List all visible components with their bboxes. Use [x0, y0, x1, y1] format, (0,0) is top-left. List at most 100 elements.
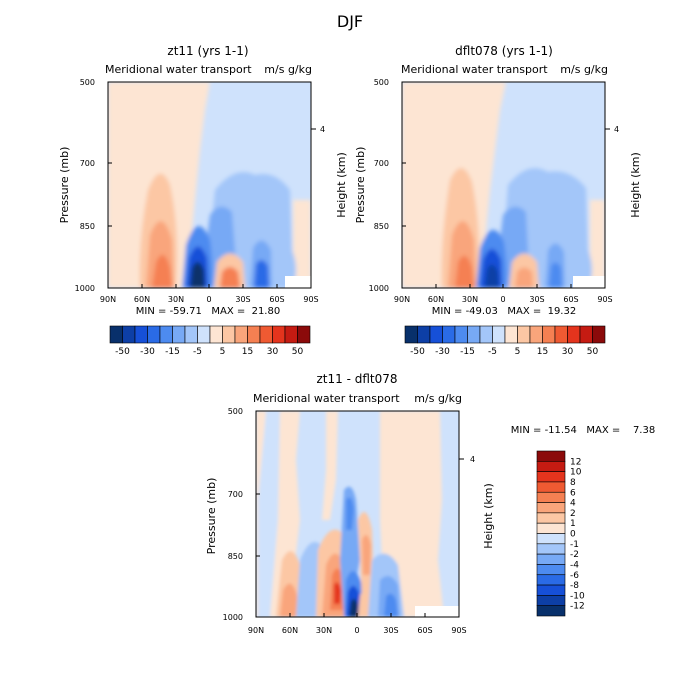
x-axis-ticks: 90N 60N 30N 0 30S 60S 90S [248, 613, 467, 635]
colorbar-tick-label: 8 [570, 478, 576, 488]
x-tick-label: 30S [529, 295, 544, 304]
colorbar-tick-label: 50 [292, 347, 304, 357]
colorbar-swatch [122, 325, 136, 344]
colorbar-swatch [536, 471, 566, 483]
colorbar-swatch [197, 325, 211, 344]
colorbar-swatch [542, 325, 556, 344]
heatmap-field [108, 82, 311, 288]
y-tick-label: 1000 [223, 613, 243, 622]
x-tick-label: 60S [417, 626, 432, 635]
colorbar-tick-label: -10 [570, 591, 585, 601]
colorbar-tick-label: 15 [537, 347, 548, 357]
colorbar-swatch [492, 325, 506, 344]
y-tick-label: 500 [80, 78, 95, 87]
panel-dflt078: dflt078 (yrs 1-1) Meridional water trans… [354, 44, 642, 357]
colorbar-swatch [536, 595, 566, 606]
y-tick-label: 700 [80, 159, 95, 168]
y-axis-ticks: 500 700 850 1000 [369, 78, 406, 293]
colorbar-swatch [517, 325, 531, 344]
colorbar-swatch [536, 481, 566, 493]
colorbar-tick-label: 30 [562, 347, 574, 357]
colorbar-swatch [536, 543, 566, 555]
colorbar-tick-label: 5 [515, 347, 521, 357]
y-axis-label: Pressure (mb) [58, 147, 71, 224]
y-tick-label: 500 [228, 407, 243, 416]
colorbar-swatch [442, 325, 456, 344]
heatmap-field [402, 82, 605, 288]
panel-zt11: zt11 (yrs 1-1) Meridional water transpor… [58, 44, 348, 357]
right-axis-tick-label: 4 [614, 125, 619, 134]
colorbar-tick-label: -8 [570, 581, 579, 591]
colorbar-tick-label: -12 [570, 602, 585, 612]
x-tick-label: 90N [248, 626, 264, 635]
x-tick-label: 60N [134, 295, 150, 304]
x-tick-label: 60N [282, 626, 298, 635]
colorbar-tick-label: -2 [570, 550, 579, 560]
x-tick-label: 60S [563, 295, 578, 304]
right-axis-tick-label: 4 [320, 125, 325, 134]
colorbar-tick-label: -1 [570, 540, 579, 550]
colorbar-swatch [284, 325, 298, 344]
panel-title: zt11 - dflt078 [316, 372, 397, 386]
colorbar-tick-label: -5 [488, 347, 497, 357]
x-tick-label: 30S [235, 295, 250, 304]
colorbar-tick-label: -4 [570, 560, 579, 570]
colorbar-tick-label: 1 [570, 519, 576, 529]
x-tick-label: 90N [394, 295, 410, 304]
panel-difference: zt11 - dflt078 Meridional water transpor… [205, 372, 655, 635]
colorbar-swatch [404, 325, 418, 344]
missing-data-region [415, 606, 459, 617]
colorbar-tick-label: 50 [587, 347, 599, 357]
colorbar-swatch [429, 325, 443, 344]
colorbar-tick-label: 0 [570, 530, 576, 540]
colorbar: -50 -30 -15 -5 5 15 30 50 [109, 325, 311, 357]
colorbar-swatch [536, 553, 566, 565]
colorbar-swatch [536, 512, 566, 524]
colorbar-swatch [272, 325, 286, 344]
x-tick-label: 90N [100, 295, 116, 304]
x-tick-label: 90S [597, 295, 612, 304]
x-tick-label: 30S [383, 626, 398, 635]
colorbar-swatch [536, 605, 566, 617]
colorbar-swatch [134, 325, 148, 344]
y-tick-label: 500 [374, 78, 389, 87]
colorbar-swatch [417, 325, 431, 344]
colorbar-swatch [554, 325, 568, 344]
x-tick-label: 30N [168, 295, 184, 304]
panel-units: m/s g/kg [414, 392, 462, 405]
colorbar-swatch [536, 522, 566, 534]
colorbar-swatch [536, 584, 566, 596]
right-axis-label: Height (km) [629, 152, 642, 218]
page-title: DJF [337, 12, 363, 31]
y-axis-label: Pressure (mb) [354, 147, 367, 224]
right-axis-tick-label: 4 [470, 455, 475, 464]
colorbar-swatch [209, 325, 223, 344]
right-axis-label: Height (km) [482, 483, 495, 549]
colorbar-swatch [109, 325, 123, 344]
missing-data-region [573, 276, 605, 288]
panel-title: zt11 (yrs 1-1) [167, 44, 248, 58]
y-tick-label: 1000 [75, 284, 95, 293]
y-tick-label: 850 [228, 552, 243, 561]
y-tick-label: 850 [374, 222, 389, 231]
colorbar-tick-label: 15 [242, 347, 253, 357]
min-max-stats: MIN = -59.71 MAX = 21.80 [136, 306, 280, 317]
colorbar-swatch [536, 564, 566, 576]
right-axis-label: Height (km) [335, 152, 348, 218]
heatmap-field [256, 411, 459, 617]
colorbar-tick-label: 30 [267, 347, 279, 357]
x-tick-label: 60N [428, 295, 444, 304]
panel-subtitle: Meridional water transport [253, 392, 400, 405]
colorbar-tick-label: -15 [165, 347, 180, 357]
colorbar-swatch [184, 325, 198, 344]
y-axis-ticks: 500 700 850 1000 [223, 407, 260, 622]
min-max-stats: MIN = -11.54 MAX = 7.38 [511, 425, 655, 436]
panel-units: m/s g/kg [264, 63, 312, 76]
colorbar-tick-label: -15 [460, 347, 475, 357]
x-axis-ticks: 90N 60N 30N 0 30S 60S 90S [394, 284, 613, 304]
colorbar-swatch [234, 325, 248, 344]
colorbar-swatch [536, 450, 566, 462]
colorbar-swatch [536, 491, 566, 503]
